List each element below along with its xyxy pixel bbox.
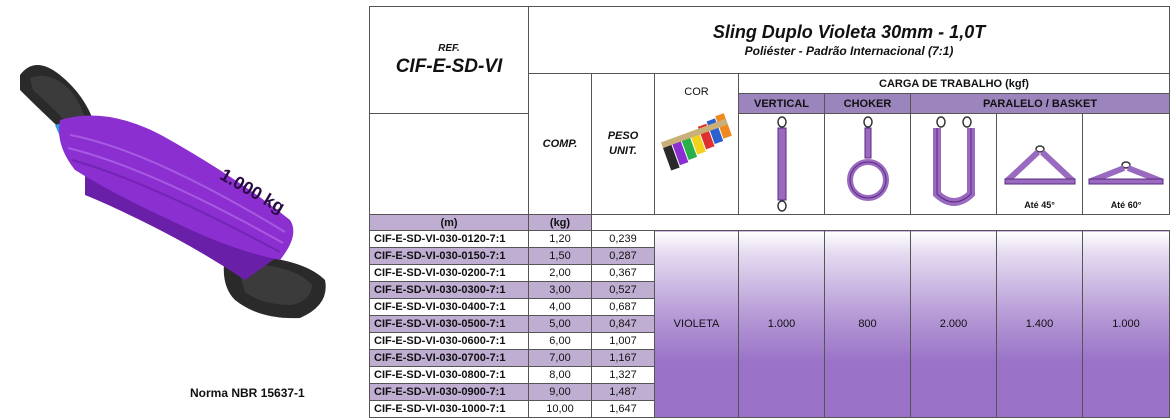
- color-slings-icon: [660, 113, 732, 171]
- row-comp: 1,50: [528, 247, 592, 265]
- row-peso: 0,847: [591, 315, 655, 333]
- choker-value: 800: [824, 230, 911, 418]
- table-row: CIF-E-SD-VI-030-0900-7:1 9,00 1,487: [369, 383, 1170, 401]
- cor-header: COR: [654, 73, 739, 215]
- peso-header: PESO UNIT.: [591, 73, 655, 215]
- paralelo-header: PARALELO / BASKET: [909, 93, 1171, 114]
- row-peso: 0,239: [591, 230, 655, 248]
- cor-value: VIOLETA: [654, 230, 739, 418]
- row-comp: 8,00: [528, 366, 592, 384]
- table-row: CIF-E-SD-VI-030-0600-7:1 6,00 1,007: [369, 332, 1170, 350]
- row-peso: 0,367: [591, 264, 655, 282]
- angle-45-label: Até 45°: [1024, 200, 1055, 210]
- vertical-header: VERTICAL: [738, 93, 825, 114]
- row-ref: CIF-E-SD-VI-030-0150-7:1: [369, 247, 529, 265]
- row-ref: CIF-E-SD-VI-030-0120-7:1: [369, 230, 529, 248]
- row-ref: CIF-E-SD-VI-030-0300-7:1: [369, 281, 529, 299]
- ref-header-cell: REF. CIF-E-SD-VI: [369, 6, 529, 114]
- row-comp: 10,00: [528, 400, 592, 418]
- row-comp: 3,00: [528, 281, 592, 299]
- unit-kg: (kg): [528, 214, 592, 231]
- vertical-value: 1.000: [738, 230, 825, 418]
- table-row: CIF-E-SD-VI-030-0120-7:1 1,20 0,239 VIOL…: [369, 230, 1171, 418]
- table-row: CIF-E-SD-VI-030-0300-7:1 3,00 0,527: [369, 281, 1170, 299]
- row-comp: 1,20: [528, 230, 592, 248]
- row-comp: 6,00: [528, 332, 592, 350]
- row-peso: 0,287: [591, 247, 655, 265]
- choker-header: CHOKER: [824, 93, 911, 114]
- row-peso: 1,167: [591, 349, 655, 367]
- vertical-lift-icon: [777, 116, 787, 212]
- row-peso: 1,647: [591, 400, 655, 418]
- row-peso: 0,687: [591, 298, 655, 316]
- ref-label: REF.: [438, 42, 460, 54]
- row-comp: 9,00: [528, 383, 592, 401]
- row-peso: 1,327: [591, 366, 655, 384]
- spec-table: REF. CIF-E-SD-VI Sling Duplo Violeta 30m…: [369, 6, 1171, 418]
- table-row: CIF-E-SD-VI-030-0400-7:1 4,00 0,687: [369, 298, 1170, 316]
- bridle-45-diagram: Até 45°: [996, 113, 1083, 215]
- norma-label: Norma NBR 15637-1: [190, 386, 305, 400]
- sling-photo: 1.000 kg: [0, 0, 360, 370]
- row-ref: CIF-E-SD-VI-030-0500-7:1: [369, 315, 529, 333]
- row-comp: 7,00: [528, 349, 592, 367]
- row-peso: 0,527: [591, 281, 655, 299]
- page-subtitle: Poliéster - Padrão Internacional (7:1): [744, 43, 954, 58]
- angle-60-label: Até 60°: [1110, 200, 1142, 210]
- row-comp: 4,00: [528, 298, 592, 316]
- row-ref: CIF-E-SD-VI-030-0600-7:1: [369, 332, 529, 350]
- comp-header: COMP.: [528, 73, 592, 215]
- basket-lift-icon: [933, 116, 975, 206]
- bridle-60-diagram: Até 60°: [1081, 113, 1171, 215]
- basket-value: 2.000: [910, 230, 997, 418]
- angle45-value: 1.400: [996, 230, 1083, 418]
- choker-diagram: [824, 113, 911, 215]
- row-ref: CIF-E-SD-VI-030-0700-7:1: [369, 349, 529, 367]
- row-ref: CIF-E-SD-VI-030-0200-7:1: [369, 264, 529, 282]
- row-comp: 2,00: [528, 264, 592, 282]
- basket-diagram: [910, 113, 997, 215]
- row-ref: CIF-E-SD-VI-030-0400-7:1: [369, 298, 529, 316]
- unit-m: (m): [369, 214, 529, 231]
- violet-sling-photo-icon: 1.000 kg: [20, 65, 326, 319]
- choker-lift-icon: [847, 116, 889, 201]
- ref-code: CIF-E-SD-VI: [395, 55, 503, 77]
- page-title: Sling Duplo Violeta 30mm - 1,0T: [712, 21, 986, 42]
- row-comp: 5,00: [528, 315, 592, 333]
- carga-header: CARGA DE TRABALHO (kgf): [737, 73, 1171, 94]
- row-peso: 1,007: [591, 332, 655, 350]
- row-ref: CIF-E-SD-VI-030-1000-7:1: [369, 400, 529, 418]
- vertical-diagram: [738, 113, 825, 215]
- title-cell: Sling Duplo Violeta 30mm - 1,0T Poliéste…: [527, 6, 1171, 74]
- bridle-60-icon: [1088, 161, 1164, 185]
- bridle-45-icon: [1004, 145, 1076, 185]
- blank-cell: [369, 113, 529, 215]
- angle60-value: 1.000: [1081, 230, 1171, 418]
- row-peso: 1,487: [591, 383, 655, 401]
- row-ref: CIF-E-SD-VI-030-0900-7:1: [369, 383, 529, 401]
- row-ref: CIF-E-SD-VI-030-0800-7:1: [369, 366, 529, 384]
- table-row: CIF-E-SD-VI-030-0700-7:1 7,00 1,167: [369, 349, 1170, 367]
